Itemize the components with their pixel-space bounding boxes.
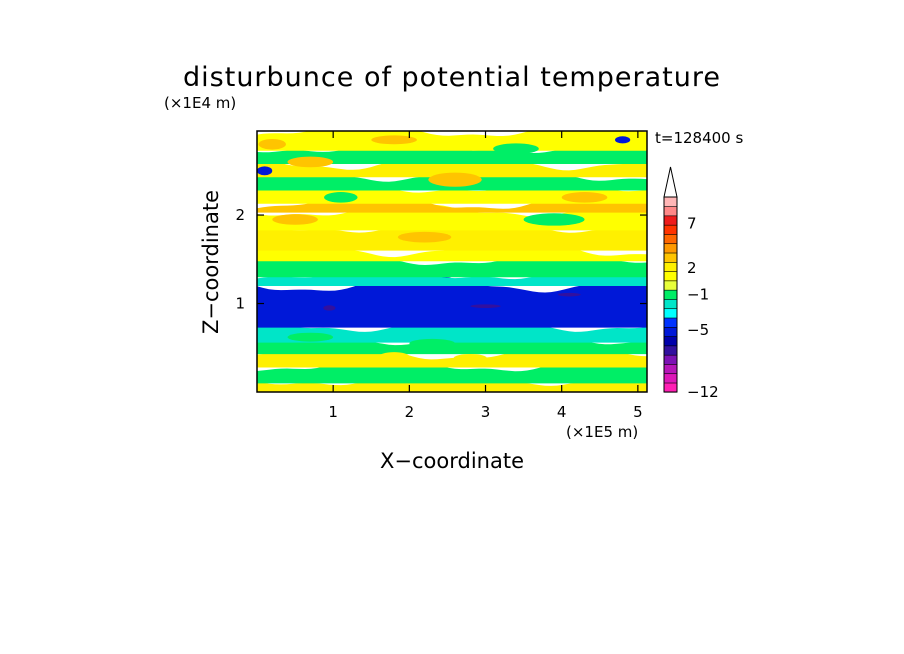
colorbar-extend-arrow bbox=[663, 166, 678, 198]
colorbar-tick-label: 2 bbox=[687, 259, 697, 277]
contour-band bbox=[257, 319, 647, 343]
colorbar-segment bbox=[663, 308, 678, 319]
contour-patch bbox=[371, 135, 417, 145]
contour-patch bbox=[493, 143, 539, 155]
contour-patch bbox=[523, 213, 585, 226]
x-tick-label: 5 bbox=[633, 403, 643, 421]
contour-patch bbox=[409, 338, 456, 348]
y-tick-label: 2 bbox=[235, 206, 245, 224]
y-axis-unit: (×1E4 m) bbox=[164, 94, 236, 112]
x-tick-label: 4 bbox=[557, 403, 567, 421]
contour-patch bbox=[324, 192, 358, 203]
contour-patch bbox=[615, 136, 631, 144]
colorbar-tick-label: −12 bbox=[687, 383, 719, 401]
contour-patch bbox=[453, 353, 488, 363]
colorbar-tick-label: −1 bbox=[687, 286, 709, 304]
plot-frame bbox=[256, 130, 648, 393]
colorbar-tick-label: 7 bbox=[687, 215, 697, 233]
colorbar-segment bbox=[663, 289, 678, 300]
y-tick-label: 1 bbox=[235, 295, 245, 313]
colorbar: −12−5−127 bbox=[663, 166, 719, 401]
colorbar-segment bbox=[663, 196, 678, 207]
colorbar-segment bbox=[663, 261, 678, 272]
contour-patch bbox=[470, 304, 501, 308]
x-axis: 1 2 3 4 5 bbox=[328, 131, 643, 421]
colorbar-tick-label: −5 bbox=[687, 321, 709, 339]
contour-patch bbox=[257, 166, 273, 176]
colorbar-segment bbox=[663, 373, 678, 384]
chart-title: disturbunce of potential temperature bbox=[183, 62, 721, 93]
time-label: t=128400 s bbox=[655, 129, 743, 147]
contour-patch bbox=[397, 231, 452, 243]
x-tick-label: 3 bbox=[481, 403, 491, 421]
colorbar-segment bbox=[663, 252, 678, 263]
colorbar-segment bbox=[663, 298, 678, 310]
colorbar-frame bbox=[663, 196, 678, 393]
colorbar-segment bbox=[663, 317, 678, 328]
x-axis-unit: (×1E5 m) bbox=[566, 423, 638, 441]
y-axis-label: Z−coordinate bbox=[199, 190, 223, 334]
contour-patch bbox=[323, 305, 336, 311]
contour-band bbox=[257, 275, 647, 328]
contour-band bbox=[257, 153, 647, 178]
contour-patch bbox=[287, 156, 334, 168]
x-tick-label: 1 bbox=[328, 403, 338, 421]
contour-field bbox=[257, 131, 647, 392]
contour-patch bbox=[561, 192, 608, 203]
colorbar-segment bbox=[663, 205, 678, 217]
x-tick-label: 2 bbox=[405, 403, 415, 421]
contour-patch bbox=[272, 214, 318, 225]
colorbar-segment bbox=[663, 280, 678, 291]
contour-band bbox=[257, 131, 647, 151]
contour-patch bbox=[428, 172, 482, 187]
contour-patch bbox=[287, 332, 334, 342]
colorbar-segment bbox=[663, 345, 678, 356]
contour-patch bbox=[378, 352, 410, 362]
colorbar-segment bbox=[663, 363, 678, 375]
colorbar-segment bbox=[663, 335, 678, 347]
colorbar-segment bbox=[663, 354, 678, 365]
colorbar-segment bbox=[663, 224, 678, 235]
contour-patch bbox=[588, 165, 627, 177]
contour-band bbox=[257, 223, 647, 251]
contour-patch bbox=[258, 138, 286, 150]
colorbar-segment bbox=[663, 243, 678, 254]
y-axis: 12 bbox=[235, 206, 647, 313]
colorbar-segment bbox=[663, 233, 678, 245]
colorbar-segment bbox=[663, 215, 678, 226]
colorbar-segment bbox=[663, 270, 678, 282]
colorbar-segment bbox=[663, 382, 678, 393]
x-axis-label: X−coordinate bbox=[380, 449, 524, 473]
contour-patch bbox=[538, 357, 570, 365]
contour-patch bbox=[557, 292, 581, 297]
contour-band bbox=[257, 377, 647, 392]
colorbar-segment bbox=[663, 326, 678, 337]
